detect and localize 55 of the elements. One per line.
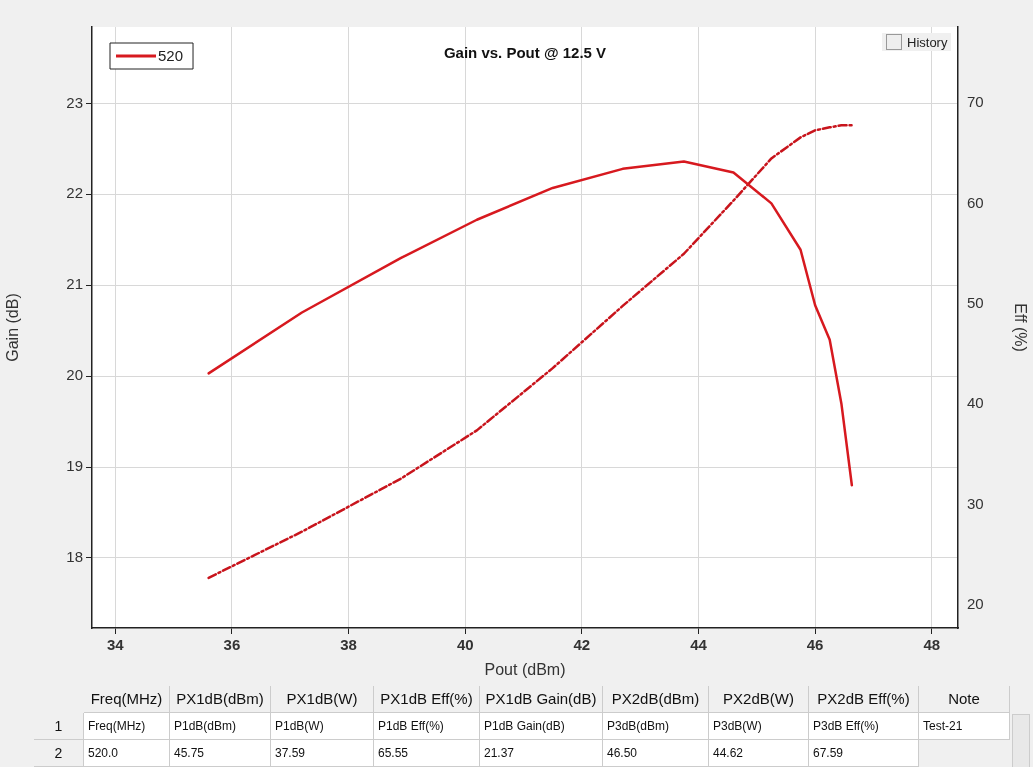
text: 21.37 [480, 740, 603, 767]
text: PX1dB(W) [271, 686, 374, 713]
y2-axis-title: Eff (%) [1011, 303, 1029, 352]
text: Test-21 [919, 713, 1010, 740]
text: PX1dB Eff(%) [374, 686, 480, 713]
y-tick-label: 19 [66, 457, 83, 475]
legend-label: 520 [158, 47, 184, 65]
text: P1dB(W) [271, 713, 374, 740]
x-tick-label: 48 [923, 636, 941, 654]
y-tick-label: 18 [66, 548, 83, 566]
x-tick-label: 40 [456, 636, 474, 654]
text: P3dB(dBm) [603, 713, 709, 740]
y2-tick-label: 40 [967, 394, 984, 412]
x-axis-title: Pout (dBm) [484, 660, 566, 678]
text: PX2dB(W) [709, 686, 809, 713]
annotation: History [907, 34, 948, 50]
text: Freq(MHz) [84, 686, 170, 713]
text: PX1dB Gain(dB) [480, 686, 603, 713]
x-tick-label: 46 [806, 636, 824, 654]
text: P1dB(dBm) [170, 713, 271, 740]
line-series [207, 124, 854, 580]
x-tick-label: 36 [223, 636, 241, 654]
x-tick-label: 34 [106, 636, 125, 654]
y-tick-label: 20 [66, 366, 83, 384]
text: 2 [34, 740, 84, 767]
text: PX2dB(dBm) [603, 686, 709, 713]
text: 46.50 [603, 740, 709, 767]
y2-tick-label: 20 [967, 595, 984, 613]
text: 1 [34, 713, 84, 740]
text: P1dB Gain(dB) [480, 713, 603, 740]
y-tick-label: 21 [66, 275, 83, 293]
x-tick-label: 44 [690, 636, 708, 654]
y-axis-title: Gain (dB) [4, 293, 22, 362]
text: Gain vs. Pout @ 12.5 V [443, 44, 607, 62]
text: 65.55 [374, 740, 480, 767]
text: P3dB(W) [709, 713, 809, 740]
y-tick-label: 23 [66, 93, 83, 111]
text: P1dB Eff(%) [374, 713, 480, 740]
y-tick-label: 22 [66, 184, 83, 202]
y2-tick-label: 50 [967, 294, 984, 312]
y2-tick-label: 60 [967, 193, 984, 211]
x-tick-label: 42 [573, 636, 591, 654]
text: 520.0 [84, 740, 170, 767]
y2-tick-label: 30 [967, 494, 984, 512]
text: 67.59 [809, 740, 919, 767]
text: P3dB Eff(%) [809, 713, 919, 740]
text: PX1dB(dBm) [170, 686, 271, 713]
text: 37.59 [271, 740, 374, 767]
text: Freq(MHz) [84, 713, 170, 740]
text: PX2dB Eff(%) [809, 686, 919, 713]
y2-tick-label: 70 [967, 93, 984, 111]
text: 45.75 [170, 740, 271, 767]
text: Note [919, 686, 1010, 713]
x-tick-label: 38 [340, 636, 357, 654]
text: 44.62 [709, 740, 809, 767]
